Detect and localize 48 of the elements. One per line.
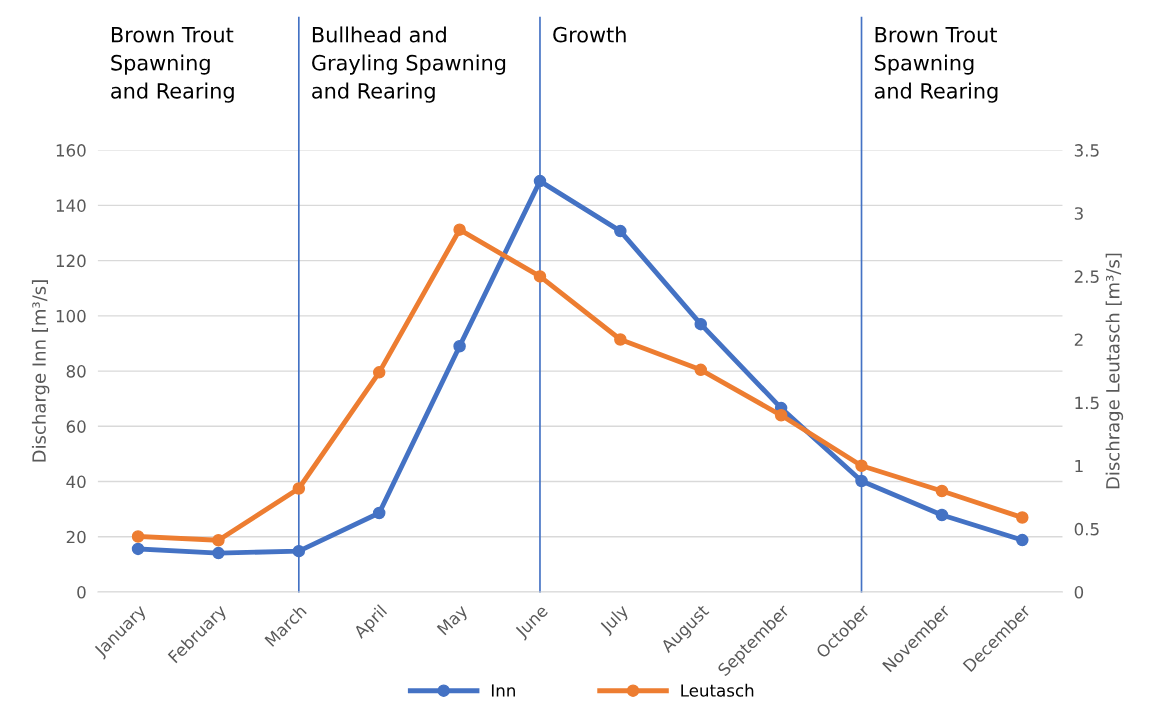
y2-tick-label: 0 <box>1074 585 1084 599</box>
text: Brown Trout Spawning and Rearing <box>111 27 234 103</box>
point <box>212 546 225 560</box>
point <box>372 366 386 379</box>
y-tick-label: 120 <box>56 254 86 268</box>
y2-tick-label: 1.5 <box>1075 396 1099 410</box>
point <box>131 530 145 543</box>
point <box>453 339 466 353</box>
y-axis-title: Discharge Inn [m³/s] <box>31 280 50 462</box>
y-tick-label: 80 <box>66 365 86 378</box>
point <box>614 333 627 346</box>
y2-tick-label: 1 <box>1075 459 1083 473</box>
y-tick-label: 40 <box>66 475 86 489</box>
y2-tick-label: 2 <box>1074 333 1083 346</box>
point <box>935 484 949 498</box>
y-tick-label: 160 <box>56 144 86 157</box>
y-tick-label: 0 <box>77 585 86 599</box>
point <box>212 534 225 547</box>
point <box>614 224 627 238</box>
y-tick-label: 140 <box>56 199 86 212</box>
point <box>292 544 306 558</box>
legend-label: Leutasch <box>681 683 754 697</box>
point <box>774 409 788 422</box>
y-tick-label: 100 <box>56 309 86 323</box>
y2-axis-title: Dischrage Leutasch [m³/s] <box>1105 253 1124 489</box>
point <box>131 542 145 556</box>
point <box>935 508 949 522</box>
y2-tick-label: 3 <box>1074 207 1083 220</box>
point <box>855 459 868 473</box>
y2-tick-label: 2.5 <box>1074 270 1099 283</box>
point <box>372 506 386 520</box>
point <box>533 270 547 283</box>
point <box>1016 533 1029 547</box>
legend-label: Inn <box>491 684 515 697</box>
point <box>694 317 707 331</box>
point <box>694 363 707 377</box>
text: Brown Trout Spawning and Rearing <box>874 27 998 103</box>
point <box>855 474 868 488</box>
point <box>292 482 306 495</box>
point <box>1016 511 1029 524</box>
y-tick-label: 20 <box>66 530 86 544</box>
text: Bullhead and Grayling Spawning and Rearing <box>312 26 506 103</box>
y2-tick-label: 3.5 <box>1074 144 1099 157</box>
y2-tick-label: 0.5 <box>1074 522 1099 536</box>
point <box>453 223 466 236</box>
y-tick-label: 60 <box>66 420 86 433</box>
text: Growth <box>553 26 626 43</box>
point <box>533 174 547 188</box>
